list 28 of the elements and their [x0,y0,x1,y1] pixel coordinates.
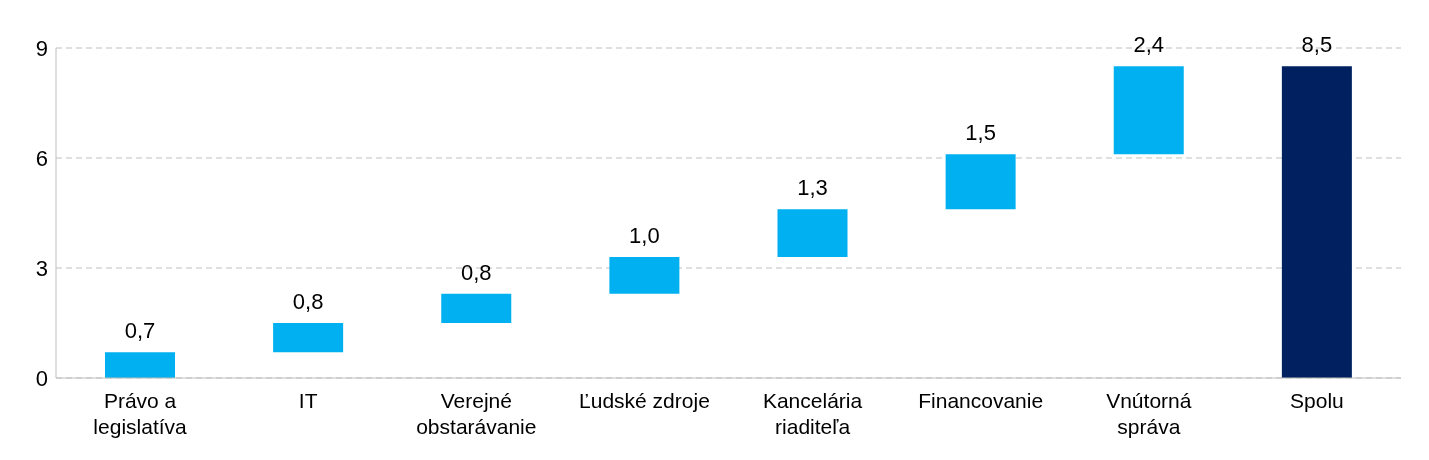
x-tick-label: IT [298,389,318,412]
data-label: 8,5 [1301,32,1333,58]
x-tick-label: Ľudské zdroje [579,389,710,412]
bar [945,154,1016,210]
x-tick-label: Kancelária riaditeľa [762,389,863,438]
data-label: 2,4 [1133,32,1165,58]
bar [273,323,344,353]
y-tick-label: 9 [35,35,48,61]
bar [441,293,512,323]
data-label: 1,5 [965,120,996,146]
x-tick-label: Verejné obstarávanie [416,389,537,438]
bar [777,209,848,257]
bar [1281,66,1352,378]
y-tick-label: 0 [35,365,48,391]
x-tick-label: Vnútorná správa [1106,389,1192,438]
x-tick-label: Právo a legislatíva [93,389,188,438]
bar [105,352,175,378]
data-label: 0,7 [124,318,156,344]
y-tick-label: 3 [35,255,48,281]
data-label: 0,8 [460,259,492,285]
data-label: 1,0 [629,223,660,248]
data-label: 0,8 [292,289,324,314]
bar [1113,66,1184,155]
bar [609,257,680,294]
x-tick-label: Spolu [1290,389,1344,412]
y-tick-label: 6 [35,145,48,171]
x-tick-label: Financovanie [918,389,1044,412]
data-label: 1,3 [797,175,828,201]
